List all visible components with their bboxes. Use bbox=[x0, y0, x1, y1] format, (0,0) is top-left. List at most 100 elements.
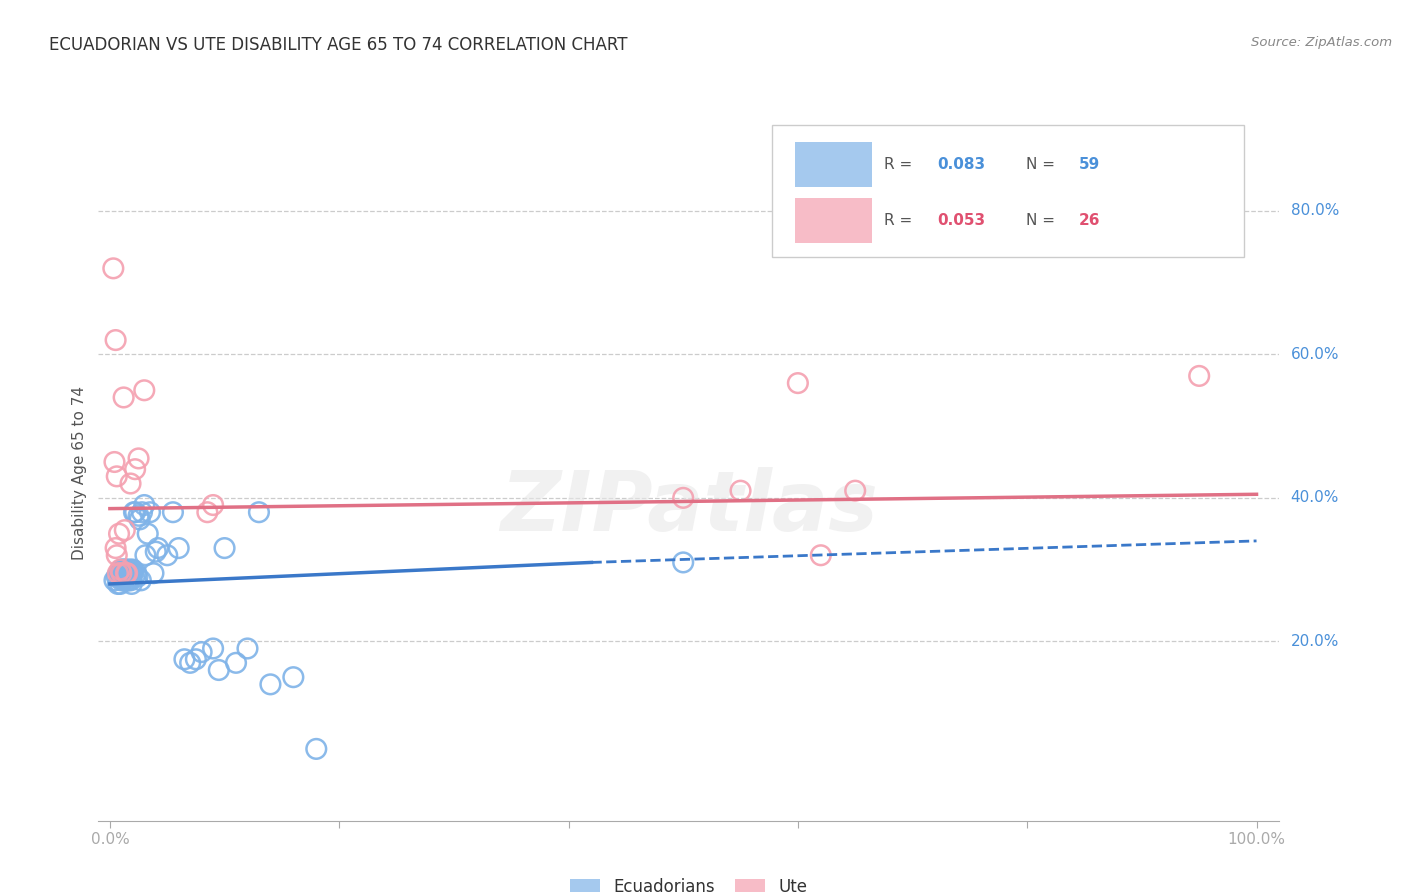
Point bbox=[225, 656, 247, 670]
Point bbox=[117, 563, 139, 577]
Point bbox=[208, 663, 231, 677]
Point bbox=[105, 548, 128, 562]
Point bbox=[105, 570, 128, 584]
Point bbox=[107, 566, 129, 581]
Point bbox=[145, 544, 167, 558]
Point bbox=[190, 645, 212, 659]
Point bbox=[112, 574, 135, 588]
Point bbox=[844, 483, 866, 498]
Point bbox=[139, 505, 162, 519]
FancyBboxPatch shape bbox=[772, 125, 1244, 257]
Point bbox=[105, 469, 128, 483]
Point bbox=[107, 577, 129, 591]
Point bbox=[129, 574, 152, 588]
Point bbox=[786, 376, 808, 390]
Point bbox=[730, 483, 752, 498]
Text: N =: N = bbox=[1025, 157, 1059, 172]
Point bbox=[134, 548, 156, 562]
Point bbox=[305, 742, 328, 756]
FancyBboxPatch shape bbox=[796, 142, 872, 187]
Text: R =: R = bbox=[884, 213, 917, 228]
Point bbox=[108, 566, 131, 581]
Point bbox=[121, 566, 143, 581]
Point bbox=[167, 541, 190, 555]
Point bbox=[115, 566, 138, 581]
Point bbox=[120, 563, 142, 577]
Text: Source: ZipAtlas.com: Source: ZipAtlas.com bbox=[1251, 36, 1392, 49]
Point bbox=[121, 577, 143, 591]
Point bbox=[110, 574, 132, 588]
Point bbox=[108, 577, 131, 591]
Text: 59: 59 bbox=[1078, 157, 1099, 172]
Text: 0.083: 0.083 bbox=[936, 157, 986, 172]
Point bbox=[115, 566, 138, 581]
Point bbox=[125, 566, 148, 581]
Text: ECUADORIAN VS UTE DISABILITY AGE 65 TO 74 CORRELATION CHART: ECUADORIAN VS UTE DISABILITY AGE 65 TO 7… bbox=[49, 36, 627, 54]
Text: N =: N = bbox=[1025, 213, 1059, 228]
Text: ZIPatlas: ZIPatlas bbox=[501, 467, 877, 548]
Point bbox=[103, 261, 125, 276]
Point bbox=[136, 526, 159, 541]
Point bbox=[1188, 368, 1211, 383]
Y-axis label: Disability Age 65 to 74: Disability Age 65 to 74 bbox=[72, 385, 87, 560]
Point bbox=[115, 570, 138, 584]
Point bbox=[114, 523, 136, 537]
Point bbox=[115, 574, 138, 588]
Text: 20.0%: 20.0% bbox=[1291, 634, 1339, 648]
Point bbox=[131, 505, 153, 519]
Point bbox=[110, 563, 132, 577]
Point bbox=[122, 505, 145, 519]
Point bbox=[124, 505, 146, 519]
Point bbox=[110, 566, 132, 581]
Point bbox=[134, 498, 156, 512]
Point bbox=[128, 508, 150, 523]
Text: R =: R = bbox=[884, 157, 917, 172]
Point bbox=[128, 451, 150, 466]
Point bbox=[184, 652, 207, 666]
Point bbox=[142, 566, 165, 581]
Point bbox=[115, 563, 138, 577]
Point bbox=[120, 476, 142, 491]
Point bbox=[104, 333, 127, 347]
Point bbox=[121, 563, 143, 577]
Legend: Ecuadorians, Ute: Ecuadorians, Ute bbox=[571, 878, 807, 892]
Point bbox=[672, 556, 695, 570]
Point bbox=[283, 670, 305, 684]
Point bbox=[179, 656, 201, 670]
Point bbox=[117, 574, 139, 588]
Point bbox=[108, 570, 131, 584]
Point bbox=[173, 652, 195, 666]
Point bbox=[115, 566, 138, 581]
Point bbox=[112, 566, 135, 581]
Point bbox=[195, 505, 218, 519]
Point bbox=[104, 541, 127, 555]
Point bbox=[259, 677, 281, 691]
Point bbox=[103, 455, 125, 469]
Point bbox=[111, 570, 134, 584]
Point bbox=[134, 384, 156, 398]
Point bbox=[156, 548, 179, 562]
FancyBboxPatch shape bbox=[796, 198, 872, 244]
Point bbox=[108, 563, 131, 577]
Point bbox=[247, 505, 270, 519]
Point bbox=[202, 641, 225, 656]
Point bbox=[124, 462, 146, 476]
Point bbox=[121, 570, 143, 584]
Point bbox=[118, 566, 141, 581]
Text: 40.0%: 40.0% bbox=[1291, 491, 1339, 506]
Text: 80.0%: 80.0% bbox=[1291, 203, 1339, 219]
Point bbox=[146, 541, 169, 555]
Point bbox=[672, 491, 695, 505]
Point bbox=[103, 574, 125, 588]
Point bbox=[127, 570, 149, 584]
Text: 26: 26 bbox=[1078, 213, 1099, 228]
Point bbox=[120, 574, 142, 588]
Text: 60.0%: 60.0% bbox=[1291, 347, 1339, 362]
Point bbox=[114, 563, 136, 577]
Point bbox=[236, 641, 259, 656]
Point bbox=[111, 563, 134, 577]
Point bbox=[214, 541, 236, 555]
Point bbox=[108, 526, 131, 541]
Point bbox=[114, 570, 136, 584]
Point bbox=[162, 505, 184, 519]
